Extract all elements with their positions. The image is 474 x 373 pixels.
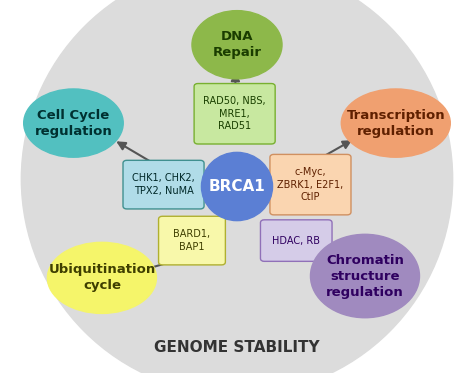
Text: BRCA1: BRCA1 (209, 179, 265, 194)
FancyBboxPatch shape (123, 160, 204, 209)
Text: Transcription
regulation: Transcription regulation (346, 109, 445, 138)
Text: c-Myc,
ZBRK1, E2F1,
CtIP: c-Myc, ZBRK1, E2F1, CtIP (277, 167, 344, 202)
Ellipse shape (192, 11, 282, 79)
Ellipse shape (201, 153, 273, 220)
Text: Ubiquitination
cycle: Ubiquitination cycle (48, 263, 155, 292)
Text: RAD50, NBS,
MRE1,
RAD51: RAD50, NBS, MRE1, RAD51 (203, 96, 266, 131)
Text: DNA
Repair: DNA Repair (212, 30, 262, 59)
FancyBboxPatch shape (158, 216, 226, 265)
Text: GENOME STABILITY: GENOME STABILITY (154, 340, 320, 355)
FancyBboxPatch shape (270, 154, 351, 215)
Ellipse shape (341, 89, 450, 157)
Ellipse shape (24, 89, 123, 157)
Ellipse shape (47, 242, 156, 313)
Text: BARD1,
BAP1: BARD1, BAP1 (173, 229, 210, 252)
Text: Chromatin
structure
regulation: Chromatin structure regulation (326, 254, 404, 298)
Text: Cell Cycle
regulation: Cell Cycle regulation (35, 109, 112, 138)
FancyBboxPatch shape (261, 220, 332, 261)
Ellipse shape (21, 0, 453, 373)
Text: HDAC, RB: HDAC, RB (272, 236, 320, 245)
Text: CHK1, CHK2,
TPX2, NuMA: CHK1, CHK2, TPX2, NuMA (132, 173, 195, 196)
FancyBboxPatch shape (194, 84, 275, 144)
Ellipse shape (310, 234, 419, 318)
